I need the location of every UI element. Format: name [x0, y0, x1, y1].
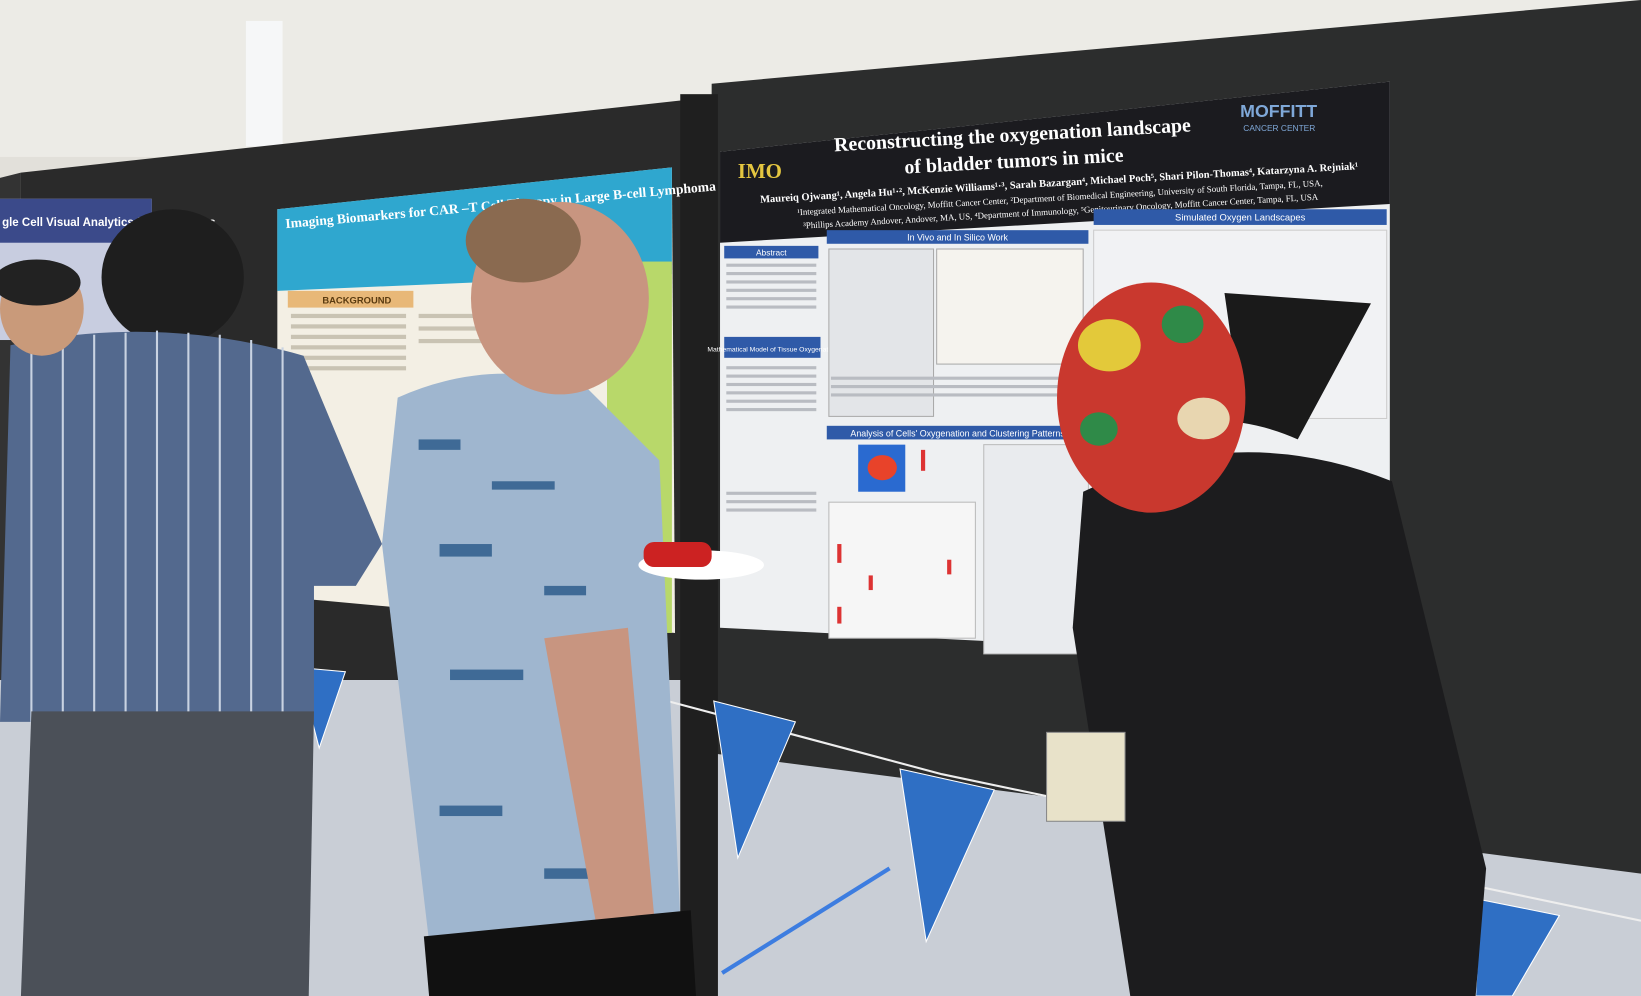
window — [245, 20, 283, 147]
section-simulated: Simulated Oxygen Landscapes — [1175, 212, 1306, 223]
section-analysis: Analysis of Cells' Oxygenation and Clust… — [850, 428, 1065, 438]
left-section-bar — [287, 290, 414, 308]
right-poster-header — [720, 81, 1390, 243]
section-bar — [826, 230, 1089, 244]
person-pants — [20, 711, 314, 996]
section-invivo: In Vivo and In Silico Work — [907, 233, 1008, 243]
section-bar — [1093, 209, 1387, 225]
far-left-title: gle Cell Visual Analytics for Multiomics — [2, 217, 215, 229]
shirt-stripes — [30, 330, 284, 722]
section-bar — [724, 336, 821, 358]
name-badge — [1046, 731, 1126, 822]
person-arm — [544, 627, 660, 984]
floor-tape — [721, 866, 891, 975]
person-hair — [0, 259, 81, 306]
poster-text-lines — [726, 263, 1083, 512]
section-model: Mathematical Model of Tissue Oxygenation — [707, 347, 837, 354]
logo-imo: IMO — [738, 159, 782, 183]
person-pants — [423, 910, 696, 996]
section-bar — [826, 425, 1089, 440]
logo-moffitt-sub: CANCER CENTER — [1243, 123, 1315, 133]
person-jacket — [1072, 452, 1487, 996]
section-abstract: Abstract — [756, 247, 787, 257]
left-section: BACKGROUND — [322, 294, 391, 305]
person-hair — [465, 198, 581, 283]
person-head — [101, 209, 244, 346]
scarf-pattern — [1077, 305, 1230, 446]
logo-moffitt: MOFFITT — [1240, 101, 1317, 121]
person-shirt — [0, 331, 382, 722]
section-bar — [724, 245, 819, 259]
bunting — [297, 666, 1561, 996]
soda-can — [643, 541, 712, 568]
head-scarf — [1057, 282, 1246, 513]
